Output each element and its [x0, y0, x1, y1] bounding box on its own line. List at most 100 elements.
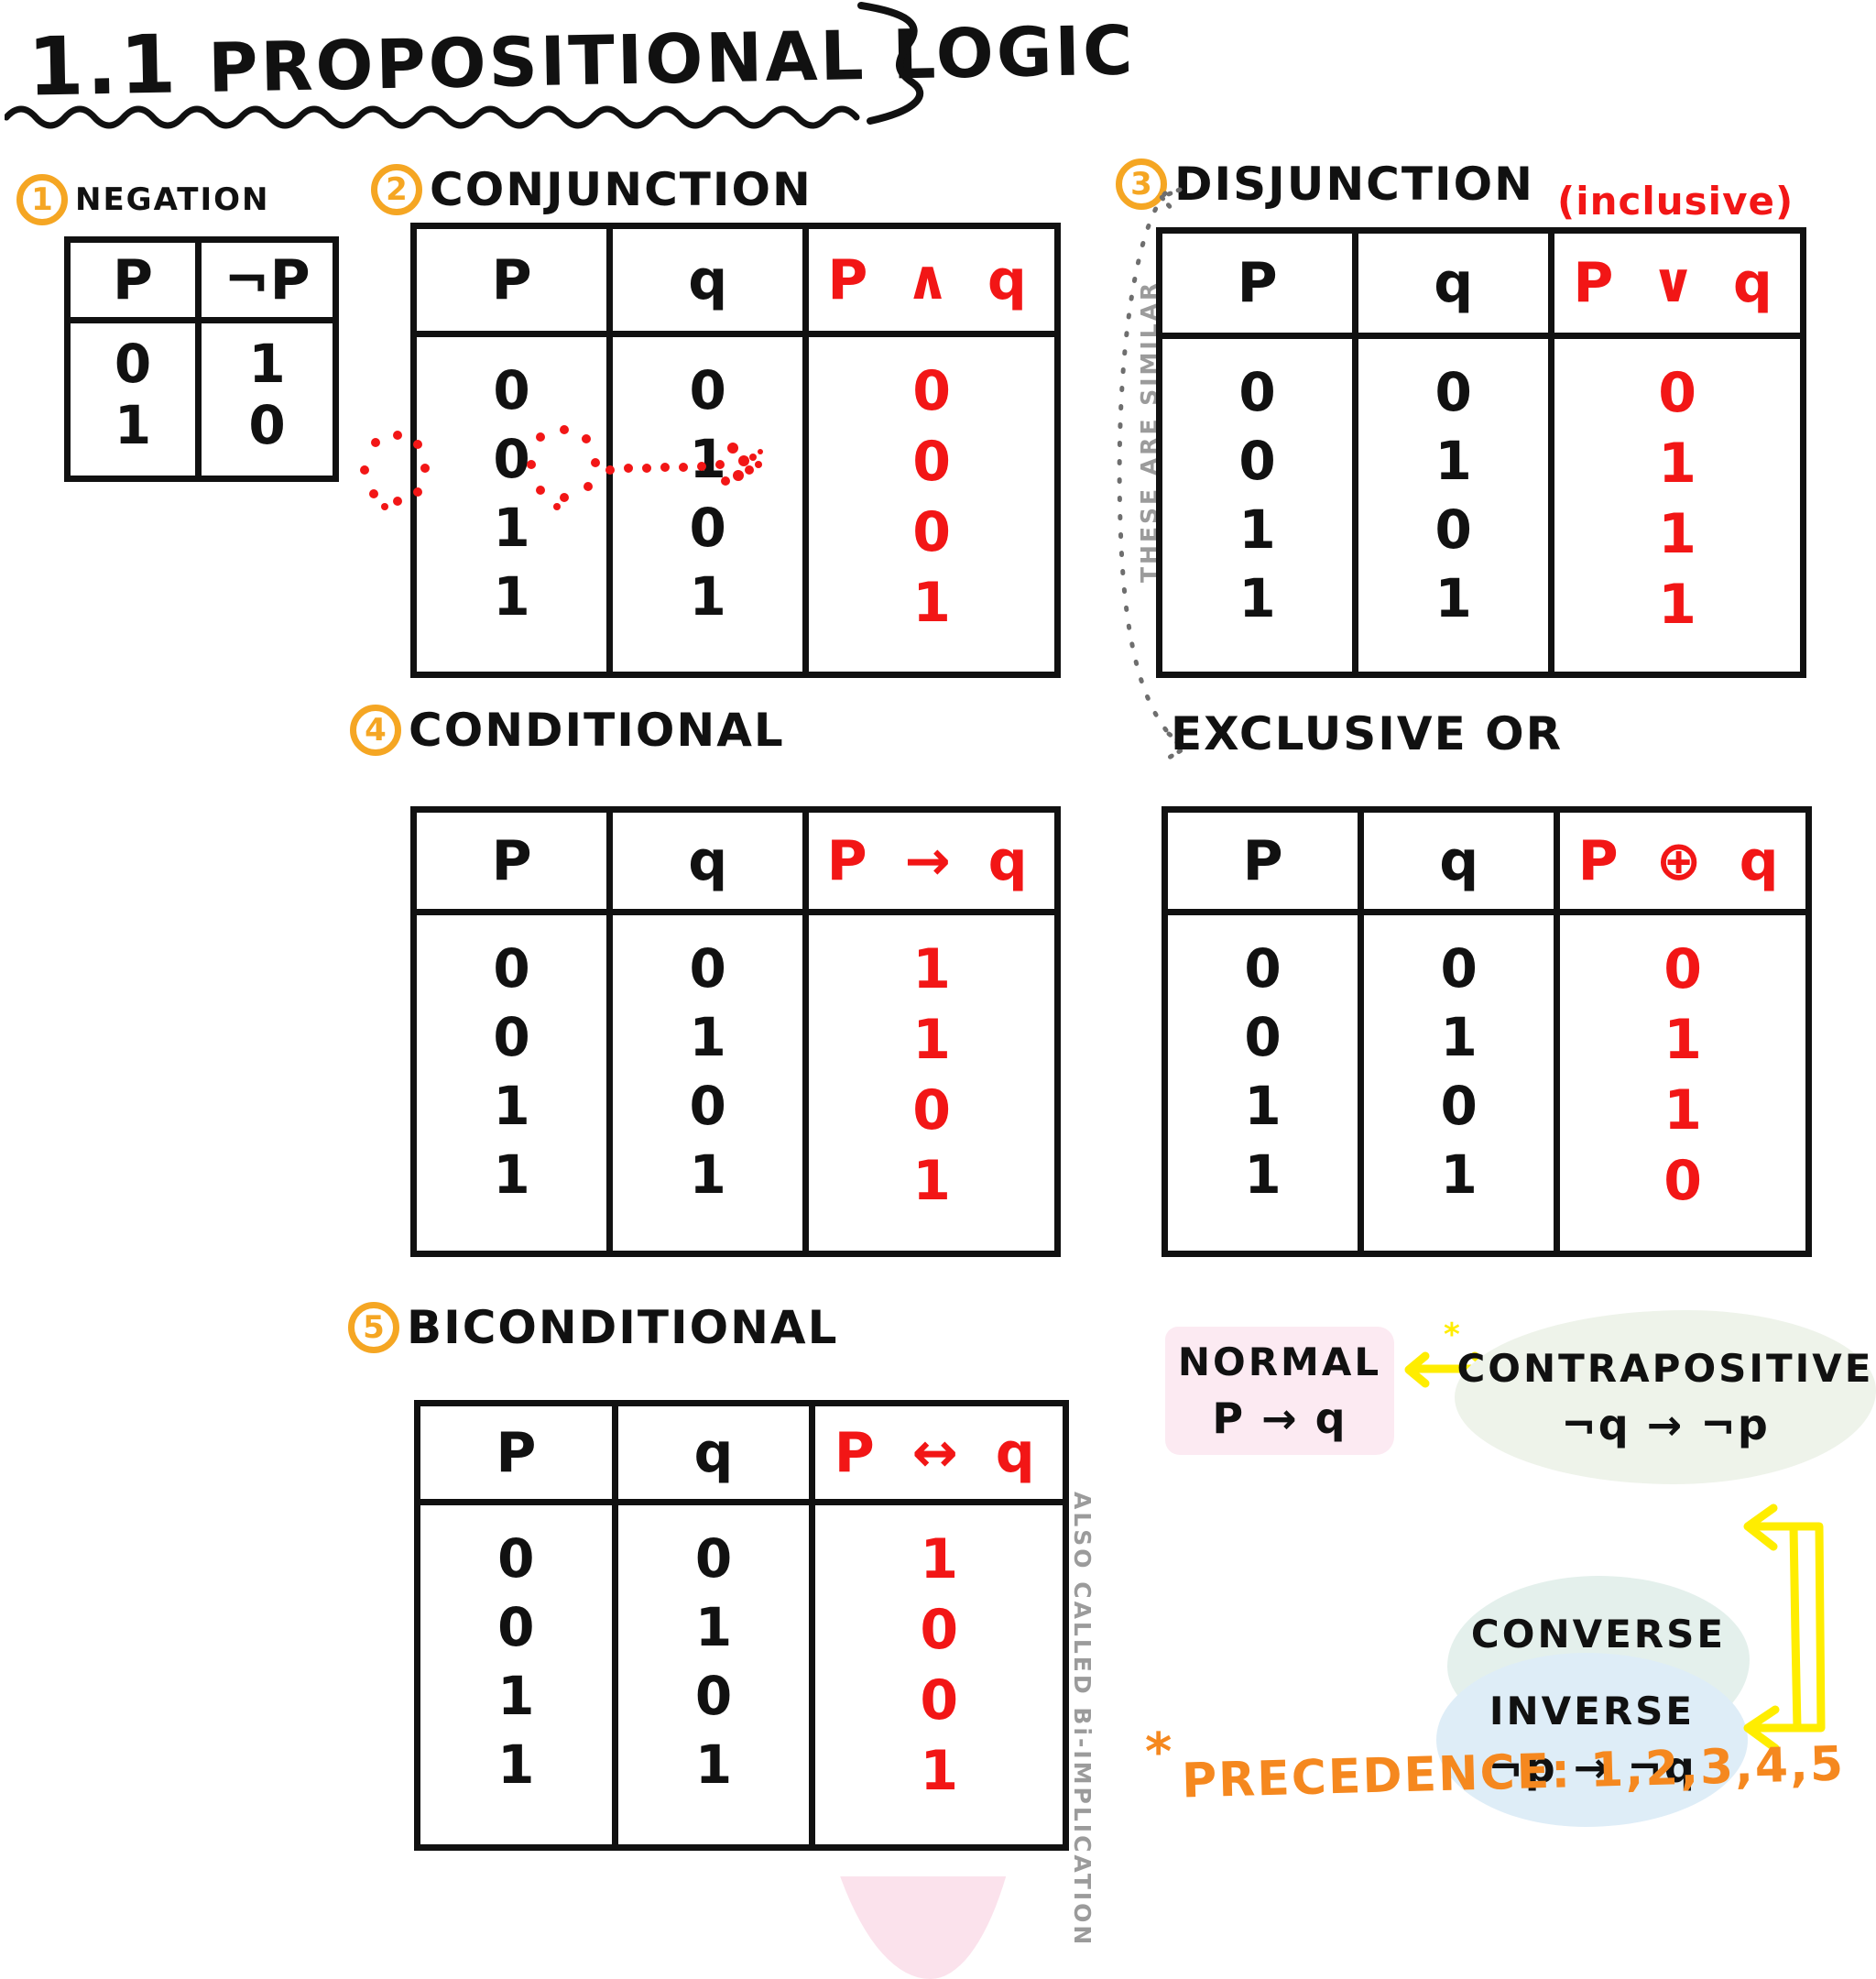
cell-value: 0 [1440, 1074, 1478, 1137]
truth-table-disjunction: P 0 0 1 1 q 0 1 0 1 P ∨ q 0 1 1 1 [1156, 227, 1806, 678]
truth-table-exclusive-or: P 0 0 1 1 q 0 1 0 1 P ⊕ q 0 1 1 0 [1162, 806, 1812, 1257]
cell-value: 0 [1658, 361, 1697, 425]
table-column-p: P 0 0 1 1 [420, 1406, 618, 1844]
section-header-conjunction: 2 CONJUNCTION [371, 163, 813, 216]
cell-value: 0 [689, 496, 726, 559]
cell-value: 1 [689, 564, 726, 628]
section-title-disjunction: DISJUNCTION [1174, 158, 1534, 211]
cell-value: 0 [497, 1527, 535, 1590]
cell-value: 1 [694, 1733, 733, 1796]
table-column-q: q 0 1 0 1 [613, 813, 810, 1251]
form-card-normal: NORMAL P → q [1165, 1327, 1394, 1455]
section-badge-2: 2 [371, 164, 422, 215]
column-header-p-xor-q: P ⊕ q [1560, 813, 1805, 915]
section-header-negation: 1 NEGATION [16, 174, 269, 225]
form-title: NORMAL [1177, 1339, 1382, 1384]
column-header-not-p: ¬P [202, 243, 333, 323]
cell-value: 1 [493, 564, 530, 628]
cell-value: 0 [1440, 937, 1478, 1000]
table-column-p-iff-q: P ↔ q 1 0 0 1 [815, 1406, 1063, 1844]
yellow-bracket-arrow-icon [1743, 1503, 1826, 1753]
title-curly-bracket [857, 2, 924, 125]
column-header-p-implies-q: P → q [809, 813, 1054, 915]
form-formula: ¬q → ¬p [1561, 1399, 1770, 1449]
cell-value: 0 [689, 359, 726, 421]
section-title-exclusive-or: EXCLUSIVE OR [1171, 707, 1564, 760]
column-header-q: q [1358, 234, 1549, 339]
table-column-p: P 0 0 1 1 [1168, 813, 1365, 1251]
cell-value: 0 [493, 427, 530, 490]
section-badge-3: 3 [1116, 159, 1167, 210]
cell-value: 0 [1663, 1149, 1703, 1213]
cell-value: 1 [497, 1664, 535, 1727]
red-dotted-annotation [360, 425, 763, 510]
table-column-not-p: ¬P 1 0 [202, 243, 333, 476]
column-header-p: P [417, 813, 607, 915]
cell-value: 1 [912, 571, 952, 635]
table-column-q: q 0 1 0 1 [1364, 813, 1561, 1251]
column-header-q: q [613, 229, 803, 337]
table-column-p: P 0 0 1 1 [417, 813, 614, 1251]
table-column-p-or-q: P ∨ q 0 1 1 1 [1554, 234, 1800, 672]
cell-value: 1 [1434, 429, 1472, 492]
table-column-p: P 0 0 1 1 [417, 229, 614, 672]
form-card-inverse: INVERSE ¬p → ¬q [1436, 1653, 1748, 1827]
cell-value: 1 [114, 393, 152, 456]
cell-value: 0 [912, 430, 952, 494]
table-column-p-xor-q: P ⊕ q 0 1 1 0 [1560, 813, 1805, 1251]
disjunction-subtitle-inclusive: (inclusive) [1557, 179, 1794, 224]
similar-dotted-arrow [1117, 187, 1192, 760]
truth-table-biconditional: P 0 0 1 1 q 0 1 0 1 P ↔ q 1 0 0 1 [414, 1400, 1069, 1851]
truth-table-conditional: P 0 0 1 1 q 0 1 0 1 P → q 1 1 0 1 [410, 806, 1061, 1257]
cell-value: 1 [920, 1739, 959, 1803]
form-title: INVERSE [1489, 1688, 1696, 1733]
column-header-p: P [1168, 813, 1358, 915]
section-header-exclusive-or: EXCLUSIVE OR [1171, 707, 1563, 760]
cell-value: 0 [912, 500, 952, 564]
cell-value: 1 [694, 1595, 733, 1658]
section-badge-5: 5 [348, 1302, 399, 1353]
table-column-q: q 0 1 0 1 [613, 229, 810, 672]
section-badge-4: 4 [350, 705, 401, 756]
page-title-words: PROPOSITIONAL LOGIC [207, 11, 1137, 108]
column-header-q: q [613, 813, 803, 915]
form-title: CONVERSE [1470, 1611, 1727, 1656]
section-header-conditional: 4 CONDITIONAL [350, 704, 785, 757]
precedence-asterisk-icon: * [1145, 1722, 1172, 1782]
section-header-biconditional: 5 BICONDITIONAL [348, 1301, 838, 1354]
form-title: CONTRAPOSITIVE [1456, 1345, 1874, 1391]
cell-value: 0 [493, 1005, 530, 1068]
cell-value: 0 [1663, 937, 1703, 1001]
cell-value: 0 [493, 359, 530, 421]
form-card-contrapositive: CONTRAPOSITIVE ¬q → ¬p [1455, 1310, 1876, 1484]
cell-value: 0 [1434, 497, 1472, 561]
column-header-p-or-q: P ∨ q [1554, 234, 1800, 339]
section-badge-1: 1 [16, 174, 68, 225]
column-header-p: P [1162, 234, 1353, 339]
cell-value: 0 [248, 393, 286, 456]
cell-value: 1 [1440, 1005, 1478, 1068]
section-header-disjunction: 3 DISJUNCTION [1116, 158, 1534, 211]
section-title-biconditional: BICONDITIONAL [407, 1301, 839, 1354]
cell-value: 1 [248, 333, 286, 395]
cell-value: 1 [1434, 566, 1472, 629]
cell-value: 1 [497, 1733, 535, 1796]
column-header-p: P [71, 243, 195, 323]
table-column-p: P 0 0 1 1 [1162, 234, 1359, 672]
cell-value: 0 [1244, 1005, 1282, 1068]
cell-value: 0 [689, 1074, 726, 1137]
cell-value: 0 [1244, 937, 1282, 1000]
cell-value: 1 [689, 427, 726, 490]
column-header-p-iff-q: P ↔ q [815, 1406, 1063, 1505]
cell-value: 0 [497, 1595, 535, 1658]
column-header-p-and-q: P ∧ q [809, 229, 1054, 337]
title-underline-squiggle [5, 105, 860, 129]
form-formula: P → q [1212, 1393, 1347, 1443]
table-column-p-implies-q: P → q 1 1 0 1 [809, 813, 1054, 1251]
cell-value: 1 [1238, 497, 1276, 561]
cell-value: 1 [689, 1005, 726, 1068]
cell-value: 0 [912, 359, 952, 423]
cell-value: 0 [689, 937, 726, 1000]
truth-table-conjunction: P 0 0 1 1 q 0 1 0 1 P ∧ q 0 0 0 1 [410, 223, 1061, 678]
cell-value: 1 [689, 1143, 726, 1206]
